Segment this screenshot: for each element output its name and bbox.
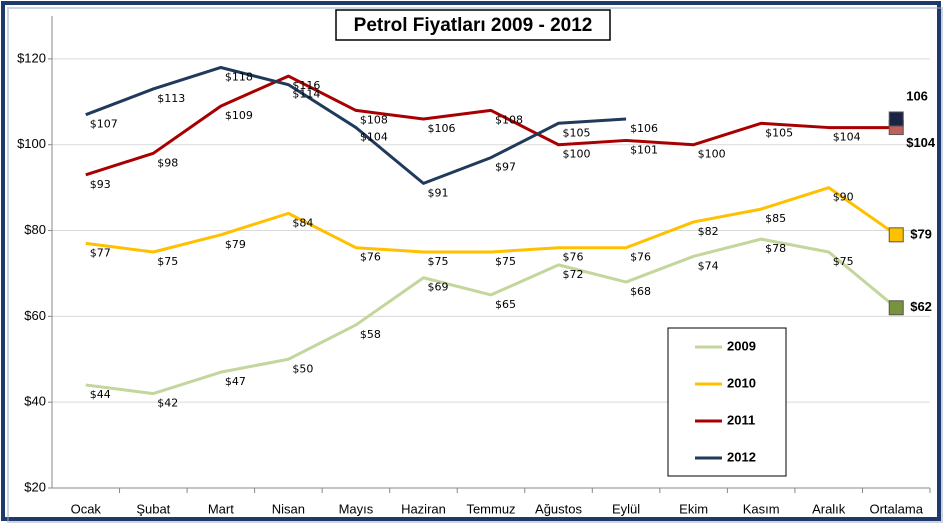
value-label: $98 [157, 156, 178, 169]
y-tick-label: $40 [24, 394, 46, 409]
value-label: $106 [427, 122, 455, 135]
value-label: $113 [157, 92, 185, 105]
value-label: $76 [630, 251, 651, 264]
value-label: $79 [225, 238, 246, 251]
series-line [85, 186, 898, 254]
series-line [85, 74, 897, 177]
value-label: $104 [833, 131, 861, 144]
legend-label: 2011 [727, 412, 755, 427]
value-label: $75 [157, 255, 178, 268]
value-label: $116 [292, 79, 320, 92]
x-tick-label: Ortalama [869, 501, 923, 516]
value-label: $114 [292, 88, 320, 101]
value-label: $84 [292, 216, 313, 229]
value-label: $79 [910, 226, 932, 241]
x-tick-label: Ağustos [535, 501, 582, 516]
x-tick-label: Kasım [743, 501, 780, 516]
legend-label: 2012 [727, 449, 756, 464]
x-tick-label: Temmuz [466, 501, 515, 516]
value-label: $42 [157, 397, 178, 410]
value-label: $65 [495, 298, 516, 311]
value-label: $75 [495, 255, 516, 268]
legend-box [667, 327, 787, 477]
value-label: $62 [910, 299, 932, 314]
y-tick-label: $120 [17, 50, 46, 65]
average-marker [888, 227, 904, 243]
value-label: $118 [225, 70, 253, 83]
value-label: $97 [495, 161, 516, 174]
value-label: $109 [225, 109, 253, 122]
value-label: $50 [292, 362, 313, 375]
value-label: $91 [427, 186, 448, 199]
value-label: $77 [90, 246, 111, 259]
title-box [335, 9, 611, 41]
x-tick-label: Mayıs [339, 501, 374, 516]
frame-shadow [7, 7, 943, 523]
legend-label: 2010 [727, 375, 756, 390]
value-label: $72 [563, 268, 584, 281]
value-label: $104 [906, 135, 936, 150]
value-label: $85 [765, 212, 786, 225]
series-line [85, 65, 627, 185]
value-label: $107 [90, 118, 118, 131]
value-label: $108 [495, 113, 523, 126]
value-label: $74 [698, 259, 719, 272]
chart-frame [1, 1, 941, 521]
value-label: $100 [563, 148, 591, 161]
x-tick-label: Nisan [272, 501, 305, 516]
value-label: $105 [563, 126, 591, 139]
value-label: $75 [427, 255, 448, 268]
value-label: $44 [90, 388, 111, 401]
value-label: 106 [906, 88, 928, 103]
value-label: $76 [360, 251, 381, 264]
value-label: $90 [833, 191, 854, 204]
x-tick-label: Aralık [812, 501, 846, 516]
y-tick-label: $100 [17, 136, 46, 151]
x-tick-label: Haziran [401, 501, 446, 516]
value-label: $101 [630, 143, 658, 156]
value-label: $76 [563, 251, 584, 264]
x-tick-label: Eylül [612, 501, 640, 516]
value-label: $69 [427, 281, 448, 294]
value-label: $75 [833, 255, 854, 268]
value-label: $104 [360, 131, 388, 144]
value-label: $47 [225, 375, 246, 388]
x-tick-label: Ekim [679, 501, 708, 516]
x-tick-label: Ocak [71, 501, 102, 516]
legend-label: 2009 [727, 338, 756, 353]
value-label: $93 [90, 178, 111, 191]
value-label: $78 [765, 242, 786, 255]
value-label: $82 [698, 225, 719, 238]
value-label: $100 [698, 148, 726, 161]
y-tick-label: $60 [24, 308, 46, 323]
average-marker [888, 300, 904, 316]
x-tick-label: Mart [208, 501, 234, 516]
value-label: $58 [360, 328, 381, 341]
series-line [85, 237, 898, 396]
value-label: $68 [630, 285, 651, 298]
x-tick-label: Şubat [136, 501, 170, 516]
value-label: $105 [765, 126, 793, 139]
y-tick-label: $20 [24, 479, 46, 494]
value-label: $106 [630, 122, 658, 135]
y-tick-label: $80 [24, 222, 46, 237]
average-marker [888, 111, 904, 127]
value-label: $108 [360, 113, 388, 126]
chart-title: Petrol Fiyatları 2009 - 2012 [354, 15, 593, 36]
